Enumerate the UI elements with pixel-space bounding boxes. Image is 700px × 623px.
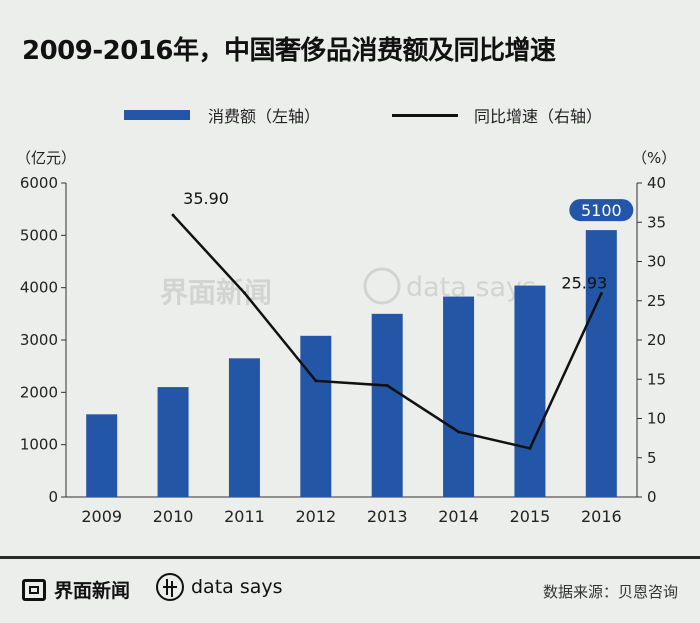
brand-logo-icon <box>22 578 46 601</box>
x-tick-label: 2012 <box>295 507 336 526</box>
y-right-unit-label: （%） <box>632 149 676 167</box>
bar-2014 <box>443 296 475 497</box>
data-says-text: data says <box>191 576 283 598</box>
growth-point-2015 <box>528 446 532 450</box>
growth-point-2014 <box>457 430 461 434</box>
y-right-tick-label: 20 <box>647 331 666 349</box>
y-right-tick-label: 0 <box>647 488 657 506</box>
y-right-tick-label: 10 <box>647 410 666 428</box>
brand-logo: 界面新闻 <box>22 576 130 603</box>
chart-legend: 消费额（左轴） 同比增速（右轴） <box>0 103 700 126</box>
legend-item-bars: 消费额（左轴） <box>124 103 320 127</box>
legend-bar-swatch <box>124 110 190 120</box>
data-says-icon <box>156 573 184 601</box>
value-badge <box>569 199 634 222</box>
x-tick-label: 2011 <box>224 507 265 526</box>
growth-point-2013 <box>385 384 389 388</box>
bar-2011 <box>228 358 260 497</box>
x-tick-label: 2013 <box>367 507 408 526</box>
y-left-tick-label: 1000 <box>20 436 58 454</box>
y-right-tick-label: 15 <box>647 370 666 388</box>
watermark-logo-text: 界面新闻 <box>160 276 272 309</box>
y-right-tick-label: 30 <box>647 253 666 271</box>
chart-canvas: 界面新闻 data says（亿元） （%）01000200030004000500… <box>16 149 676 526</box>
y-left-tick-label: 0 <box>48 488 58 506</box>
bar-2013 <box>371 313 403 497</box>
bar-2010 <box>157 387 189 497</box>
line-data-label: 35.90 <box>183 189 229 208</box>
legend-line-label: 同比增速（右轴） <box>474 107 603 126</box>
bar-2016 <box>585 230 617 497</box>
growth-point-2016 <box>599 291 603 295</box>
growth-point-2010 <box>171 213 175 217</box>
x-tick-label: 2015 <box>510 507 551 526</box>
legend-line-swatch <box>392 113 458 117</box>
legend-bar-label: 消费额（左轴） <box>208 107 321 126</box>
bar-2012 <box>300 335 332 497</box>
y-left-unit-label: （亿元） <box>16 149 76 167</box>
growth-point-2011 <box>242 291 246 295</box>
x-tick-label: 2014 <box>438 507 479 526</box>
footer-divider <box>0 556 700 559</box>
bar-2015 <box>514 285 546 497</box>
y-left-tick-label: 2000 <box>20 383 58 401</box>
y-left-tick-label: 3000 <box>20 331 58 349</box>
chart-title: 2009-2016年，中国奢侈品消费额及同比增速 <box>22 36 556 66</box>
y-left-tick-label: 4000 <box>20 279 58 297</box>
brand-logo-text: 界面新闻 <box>54 580 131 602</box>
watermark-data-says-icon <box>363 267 401 305</box>
y-left-tick-label: 6000 <box>20 174 58 192</box>
x-tick-label: 2010 <box>153 507 194 526</box>
y-left-tick-label: 5000 <box>20 226 58 244</box>
legend-item-line: 同比增速（右轴） <box>392 103 602 127</box>
y-right-tick-label: 25 <box>647 292 666 310</box>
y-right-tick-label: 5 <box>647 449 657 467</box>
bar-2009 <box>86 414 118 497</box>
growth-point-2012 <box>314 379 318 383</box>
x-tick-label: 2009 <box>81 507 122 526</box>
line-data-label: 25.93 <box>561 273 607 292</box>
y-right-tick-label: 35 <box>647 213 666 231</box>
data-says-logo: data says <box>156 573 283 601</box>
y-right-tick-label: 40 <box>647 174 666 192</box>
value-badge-label: 5100 <box>581 201 622 220</box>
source-note: 数据来源：贝恩咨询 <box>542 583 678 601</box>
x-tick-label: 2016 <box>581 507 622 526</box>
